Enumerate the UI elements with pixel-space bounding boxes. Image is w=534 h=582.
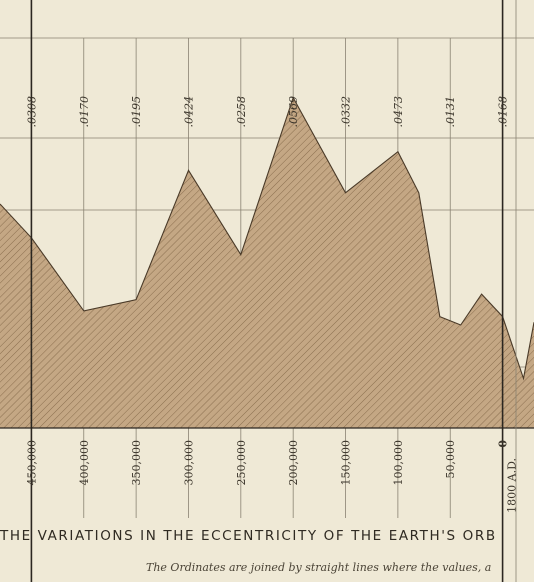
x-tick-label: 350,000 (130, 440, 143, 486)
x-tick-label: 1800 A.D. (506, 458, 519, 513)
x-tick-label: 250,000 (235, 440, 248, 486)
top-value-label: .0424 (183, 96, 196, 128)
top-value-label: .0308 (25, 96, 38, 128)
x-tick-label: 200,000 (287, 440, 300, 486)
x-tick-label: 400,000 (78, 440, 91, 486)
x-tick-label: 300,000 (183, 440, 196, 486)
eccentricity-curve (0, 96, 534, 381)
x-tick-label: 100,000 (392, 440, 405, 486)
tick-labels: .0308 .0170 .0195 .0424 .0258 .0569 .0332 .0473… (25, 96, 518, 513)
x-tick-label: 50,000 (444, 440, 457, 479)
eccentricity-area (0, 97, 534, 428)
top-value-label: .0258 (235, 96, 248, 128)
top-value-label: .0332 (340, 96, 353, 128)
chart-subtitle: The Ordinates are joined by straight lin… (146, 561, 492, 574)
top-value-label: .0168 (497, 96, 510, 128)
top-value-label: .0131 (444, 96, 457, 128)
origin-label: 0 (497, 440, 510, 448)
top-value-label: .0170 (78, 96, 91, 128)
x-tick-label: 450,000 (25, 440, 38, 486)
top-value-label: .0569 (287, 96, 300, 128)
chart-title: THE VARIATIONS IN THE ECCENTRICITY OF TH… (0, 528, 497, 544)
top-value-label: .0473 (392, 96, 405, 128)
top-value-label: .0195 (130, 96, 143, 128)
x-tick-label: 150,000 (340, 440, 353, 486)
